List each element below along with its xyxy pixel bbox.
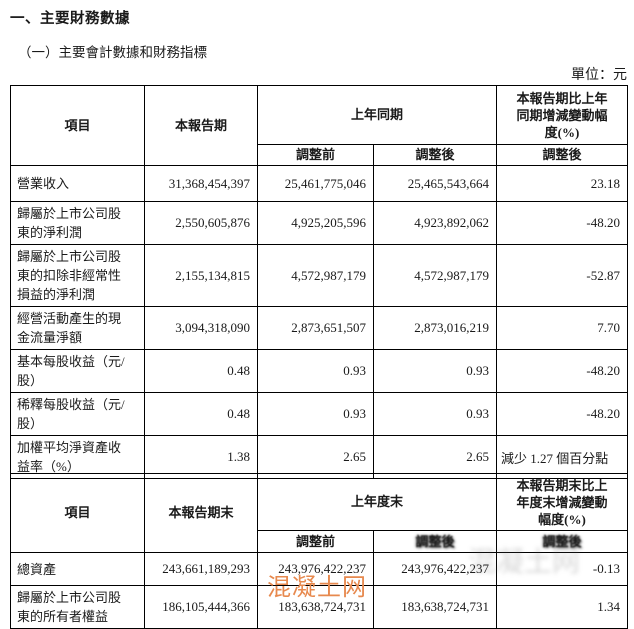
cell-item: 基本每股收益（元/股） [10,349,145,393]
cell-current: 243,661,189,293 [144,552,258,586]
cell-current: 0.48 [144,349,258,393]
table1-col-change-label: 本報告期比上年同期增減變動幅度(%) [516,90,608,140]
cell-before: 4,925,205,596 [257,201,374,245]
section-title: 一、主要財務數據 [10,11,130,27]
table-row: 基本每股收益（元/股） 0.48 0.93 0.93 -48.20 [10,349,629,393]
cell-before: 0.93 [257,349,374,393]
cell-item: 稀釋每股收益（元/股） [10,392,145,436]
cell-current: 2,155,134,815 [144,244,258,307]
cell-after: 4,923,892,062 [372,201,498,245]
cell-current: 1.38 [144,435,258,479]
cell-item: 營業收入 [10,165,145,202]
cell-item: 加權平均淨資產收益率（%） [10,435,145,479]
cell-item: 歸屬於上市公司股東的淨利潤 [10,201,145,245]
cell-before: 25,461,775,046 [257,165,374,202]
table2-header-row-1: 項目 本報告期末 上年度末 本報告期末比上年度末增減變動幅度(%) [10,473,629,553]
cell-change: 7.70 [496,306,629,350]
table2-subcol-after-adjust: 調整後 [372,530,498,553]
table1-subcol-change-after-adjust: 調整後 [496,144,629,166]
table2-subcol-before-adjust: 調整前 [257,530,374,553]
cell-after: 0.93 [372,392,498,436]
cell-after: 243,976,422,237 [372,552,498,586]
cell-before: 2,873,651,507 [257,306,374,350]
cell-after: 2,873,016,219 [372,306,498,350]
cell-change: 23.18 [496,165,629,202]
table2-col-change-group: 本報告期末比上年度末增減變動幅度(%) [496,473,629,531]
cell-after: 2.65 [372,435,498,479]
cell-current: 0.48 [144,392,258,436]
unit-label: 單位：元 [571,68,627,83]
table-row: 歸屬於上市公司股東的淨利潤 2,550,605,876 4,925,205,59… [10,201,629,245]
cell-change: -48.20 [496,201,629,245]
cell-change: 減少 1.27 個百分點 [496,435,629,479]
cell-before: 183,638,724,731 [257,585,374,629]
table-row: 稀釋每股收益（元/股） 0.48 0.93 0.93 -48.20 [10,392,629,436]
cell-change: -48.20 [496,349,629,393]
table1-col-current-period: 本報告期 [144,85,258,166]
table2-subcol-change-after-adjust: 調整後 [496,530,629,553]
table2-col-prior-year-end-group: 上年度末 [256,473,498,531]
report-page: { "page": { "heading1": "一、主要財務數據", "hea… [0,7,634,629]
table-row: 總資產 243,661,189,293 243,976,422,237 243,… [10,552,629,586]
cell-change: -0.13 [496,552,629,586]
table2-col-item: 項目 [10,473,145,553]
cell-current: 3,094,318,090 [144,306,258,350]
cell-before: 243,976,422,237 [257,552,374,586]
cell-after: 25,465,543,664 [372,165,498,202]
table1-col-prior-period-group: 上年同期 [256,85,498,145]
cell-item: 經營活動產生的現金流量淨額 [10,306,145,350]
cell-current: 2,550,605,876 [144,201,258,245]
table-row: 歸屬於上市公司股東的扣除非經常性損益的淨利潤 2,155,134,815 4,5… [10,244,629,307]
table-row: 歸屬於上市公司股東的所有者權益 186,105,444,366 183,638,… [10,585,629,629]
financial-table-year-end: 項目 本報告期末 上年度末 本報告期末比上年度末增減變動幅度(%) 調整前 調整… [10,473,629,629]
subsection-title: （一）主要會計數據和財務指標 [18,45,207,60]
table2-col-change-label: 本報告期末比上年度末增減變動幅度(%) [516,477,608,527]
cell-after: 4,572,987,179 [372,244,498,307]
cell-change: -48.20 [496,392,629,436]
table1-col-item: 項目 [10,85,145,166]
cell-item: 總資產 [10,552,145,586]
cell-item: 歸屬於上市公司股東的扣除非經常性損益的淨利潤 [10,244,145,307]
cell-before: 4,572,987,179 [257,244,374,307]
table-row: 加權平均淨資產收益率（%） 1.38 2.65 2.65 減少 1.27 個百分… [10,435,629,479]
cell-after: 0.93 [372,349,498,393]
table-row: 營業收入 31,368,454,397 25,461,775,046 25,46… [10,165,629,202]
cell-change: 1.34 [496,585,629,629]
table1-subcol-before-adjust: 調整前 [257,144,374,166]
cell-before: 2.65 [257,435,374,479]
table1-col-change-group: 本報告期比上年同期增減變動幅度(%) [496,85,629,145]
cell-current: 186,105,444,366 [144,585,258,629]
cell-after: 183,638,724,731 [372,585,498,629]
period-table-container: 項目 本報告期 上年同期 本報告期比上年同期增減變動幅度(%) 調整前 調整後 … [0,85,629,479]
table1-header-row-1: 項目 本報告期 上年同期 本報告期比上年同期增減變動幅度(%) [10,85,629,166]
cell-change: -52.87 [496,244,629,307]
table1-subcol-after-adjust: 調整後 [372,144,498,166]
financial-table-period: 項目 本報告期 上年同期 本報告期比上年同期增減變動幅度(%) 調整前 調整後 … [10,85,629,479]
cell-before: 0.93 [257,392,374,436]
table-row: 經營活動產生的現金流量淨額 3,094,318,090 2,873,651,50… [10,306,629,350]
table2-col-current-period-end: 本報告期末 [144,473,258,553]
cell-item: 歸屬於上市公司股東的所有者權益 [10,585,145,629]
year-end-table-container: 項目 本報告期末 上年度末 本報告期末比上年度末增減變動幅度(%) 調整前 調整… [0,473,629,629]
cell-current: 31,368,454,397 [144,165,258,202]
table2-header-row-2: 調整前 調整後 調整後 [11,530,629,553]
